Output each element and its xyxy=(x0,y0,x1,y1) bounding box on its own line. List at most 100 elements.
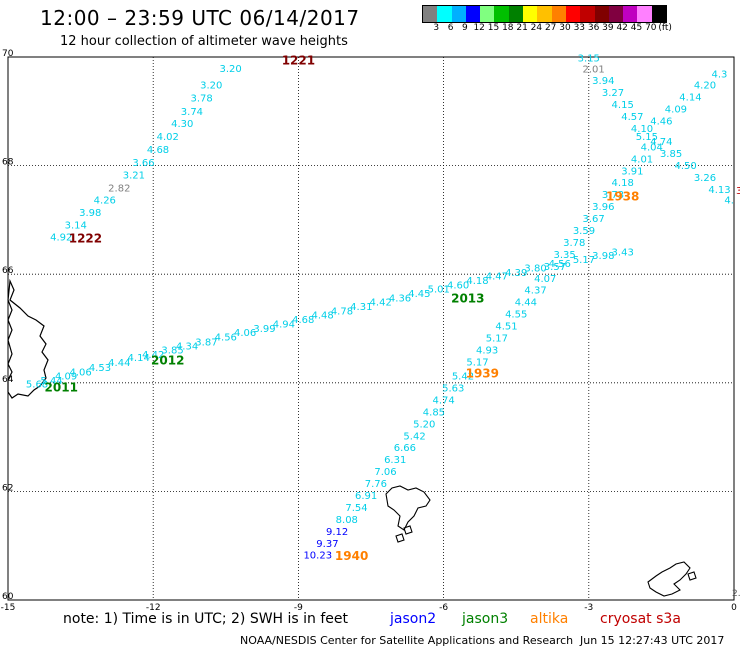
wave-height-label: 4.56 xyxy=(215,332,237,343)
plot-border xyxy=(7,56,735,601)
legend-note: note: 1) Time is in UTC; 2) SWH is in fe… xyxy=(63,611,349,627)
wave-height-label: 5.17 xyxy=(466,357,488,368)
pass-time-label: 1938 xyxy=(606,189,639,203)
wave-height-label: 4.30 xyxy=(171,119,193,130)
wave-height-label: 4.15 xyxy=(612,100,634,111)
pass-time-label: 1222 xyxy=(69,232,102,246)
color-scale-label: 39 xyxy=(602,23,614,33)
color-scale-labels: 3 6 9 12 15 18 21 24 27 30 33 36 39 42 45 70 (ft) xyxy=(422,23,740,37)
color-swatch xyxy=(465,6,481,22)
wave-height-label: 4.37 xyxy=(524,286,546,297)
wave-height-label: 10.23 xyxy=(303,551,332,562)
wave-height-label: 6.31 xyxy=(384,455,406,466)
wave-height-label: 6.91 xyxy=(355,491,377,502)
legend-altika: altika xyxy=(530,611,569,627)
color-scale-bar xyxy=(422,5,668,23)
wave-height-label: 3.87 xyxy=(195,337,217,348)
wave-height-label: 4.47 xyxy=(486,272,508,283)
color-swatch xyxy=(494,6,509,22)
landmasses xyxy=(7,278,697,597)
wave-height-label: 3.43 xyxy=(612,248,634,259)
wave-height-label: 4.13 xyxy=(708,185,730,196)
color-swatch xyxy=(608,6,624,22)
iceland-coast xyxy=(7,278,49,399)
map-frame xyxy=(7,56,735,601)
lat-tick-label: 70 xyxy=(2,49,14,59)
wave-height-label: 4.09 xyxy=(665,104,687,115)
wave-height-label: 4.20 xyxy=(694,80,716,91)
wave-height-label: 4.60 xyxy=(447,280,469,291)
wave-height-label: 4.44 xyxy=(515,298,537,309)
color-scale-label: 27 xyxy=(544,23,557,33)
wave-height-label: 3.35 xyxy=(553,250,575,261)
color-swatch xyxy=(537,6,552,22)
wave-height-label: 4.56 xyxy=(549,259,571,270)
pass-time-label: 1940 xyxy=(335,549,368,563)
lon-tick-label: -6 xyxy=(439,603,448,613)
wave-height-label: 3.96 xyxy=(592,202,614,213)
wave-height-label: 2.82 xyxy=(108,184,130,195)
color-swatch xyxy=(437,6,452,22)
satellite-tracks: 3.20 3.20 3.78 3.744.30 4.02 4.68 3.66 3.21 2.82… xyxy=(26,53,734,561)
pass-time-label: 2013 xyxy=(451,291,484,305)
wave-height-label: 4.07 xyxy=(534,274,556,285)
color-scale-label: 6 xyxy=(447,23,454,33)
wave-height-label: 4.42 xyxy=(370,298,392,309)
wave-height-label: 3.15 xyxy=(578,53,600,64)
color-swatch xyxy=(565,6,581,22)
wave-height-label: 4.01 xyxy=(631,154,653,165)
wave-height-label: 4.18 xyxy=(466,276,488,287)
color-scale-label: 18 xyxy=(502,23,514,33)
color-swatch xyxy=(480,6,495,22)
wave-height-label: 4.51 xyxy=(495,322,517,333)
wave-height-label: 4.74 xyxy=(650,137,672,148)
lat-tick-label: 68 xyxy=(2,158,14,168)
wave-height-label: 5.01 xyxy=(428,285,450,296)
wave-height-label: 3.73 xyxy=(602,190,624,201)
color-scale-label: 42 xyxy=(616,23,628,33)
wave-height-label: 4.48 xyxy=(311,311,333,322)
lon-tick-label: -3 xyxy=(584,603,593,613)
color-swatch xyxy=(637,6,652,22)
color-scale-label: 70 xyxy=(645,23,657,33)
lat-tick-label: 62 xyxy=(2,483,13,493)
wave-height-label: 5.20 xyxy=(413,419,435,430)
color-scale-label: 3 xyxy=(433,23,440,33)
wave-height-label: 5.68 xyxy=(26,380,48,391)
timestamp: Jun 15 12:27:43 UTC 2017 xyxy=(580,634,725,647)
wave-height-label: 4.39 xyxy=(505,268,527,279)
lon-tick-label: -9 xyxy=(294,603,303,613)
wave-height-label: 4.06 xyxy=(234,328,256,339)
wave-height-label: 2.01 xyxy=(583,65,605,76)
credit-text: NOAA/NESDIS Center for Satellite Applica… xyxy=(240,634,574,647)
wave-height-label: 4.68 xyxy=(147,145,169,156)
wave-height-label: 4.55 xyxy=(505,310,527,321)
legend-jason3: jason3 xyxy=(462,611,509,627)
lon-tick-label: -12 xyxy=(146,603,161,613)
wave-height-label: 3.91 xyxy=(621,166,643,177)
wave-height-label: 4.10 xyxy=(631,124,653,135)
wave-height-label: 4.31 xyxy=(350,302,372,313)
color-scale-label: 12 xyxy=(473,23,485,33)
wave-height-label: 4.78 xyxy=(331,306,353,317)
wave-height-label: 4.94 xyxy=(273,319,295,330)
color-scale-label: 21 xyxy=(516,23,528,33)
wave-height-label: 7.06 xyxy=(374,467,396,478)
wave-height-label: 4.44 xyxy=(108,358,130,369)
wave-height-label: 5.63 xyxy=(442,383,464,394)
wave-height-label: 4.57 xyxy=(621,112,643,123)
corner-label: 2.3 xyxy=(732,589,740,599)
wave-height-label: 4.46 xyxy=(650,116,672,127)
shetland-islands xyxy=(647,561,697,597)
wave-height-label: 3.59 xyxy=(573,226,595,237)
wave-height-label: 4.04 xyxy=(641,142,663,153)
wave-height-label: 3.85 xyxy=(660,149,682,160)
wave-height-label: 7.76 xyxy=(365,479,387,490)
wave-height-label: 3.98 xyxy=(79,208,101,219)
wave-height-label: 3.99 xyxy=(253,324,275,335)
color-swatch xyxy=(551,6,566,22)
wave-height-label: 3.20 xyxy=(200,80,222,91)
wave-height-label: 4.06 xyxy=(69,368,91,379)
wave-height-label: 5.17 xyxy=(573,255,595,266)
